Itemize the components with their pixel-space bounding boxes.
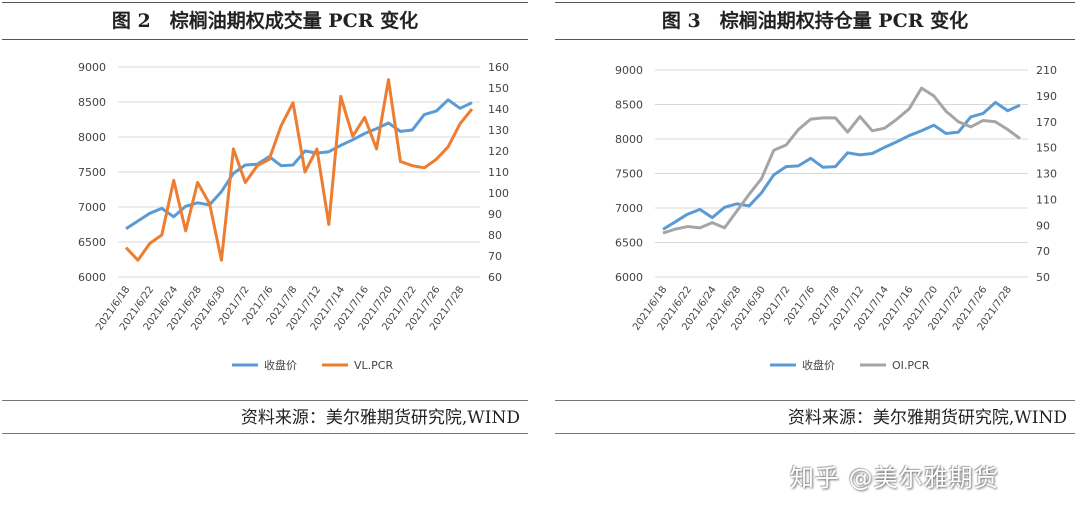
legend-label: 收盘价 — [802, 358, 835, 372]
y-tick-label: 9000 — [78, 61, 106, 74]
series-line-收盘价 — [662, 100, 1021, 231]
y2-tick-label: 170 — [1036, 116, 1057, 129]
y2-tick-label: 130 — [1036, 168, 1057, 181]
legend-label: OI.PCR — [892, 359, 930, 372]
y2-tick-label: 210 — [1036, 64, 1057, 77]
y-tick-label: 6500 — [615, 237, 643, 250]
y2-tick-label: 150 — [1036, 142, 1057, 155]
y2-tick-label: 190 — [1036, 90, 1057, 103]
y2-tick-label: 90 — [488, 208, 502, 221]
chart-panel-vl-pcr: 图 2 棕榈油期权成交量 PCR 变化 6000 6500 7000 7500 8000… — [2, 0, 528, 440]
y2-tick-label: 110 — [1036, 193, 1057, 206]
chart-vl-pcr: 6000 6500 7000 7500 8000 8500 9000 60 70 80 90 100 1… — [78, 61, 509, 372]
y-tick-label: 6000 — [78, 271, 106, 284]
y-tick-label: 7000 — [78, 201, 106, 214]
y2-tick-label: 70 — [488, 250, 502, 263]
y2-tick-label: 70 — [1036, 245, 1050, 258]
y2-tick-label: 90 — [1036, 219, 1050, 232]
source-note: 资料来源：美尔雅期货研究院,WIND — [2, 400, 528, 434]
y2-tick-label: 60 — [488, 271, 502, 284]
y-tick-label: 8500 — [78, 96, 106, 109]
y2-tick-label: 130 — [488, 124, 509, 137]
y2-tick-label: 160 — [488, 61, 509, 74]
legend-label: VL.PCR — [354, 359, 393, 372]
y-tick-label: 9000 — [615, 64, 643, 77]
y-tick-label: 6500 — [78, 236, 106, 249]
y2-tick-label: 150 — [488, 82, 509, 95]
legend-label: 收盘价 — [264, 358, 297, 372]
source-note: 资料来源：美尔雅期货研究院,WIND — [555, 400, 1075, 434]
chart-oi-pcr: 6000 6500 7000 7500 8000 8500 9000 50 70 90 110 130… — [615, 64, 1057, 372]
y2-tick-label: 50 — [1036, 271, 1050, 284]
series-line-VL.PCR — [124, 78, 474, 262]
y2-tick-label: 110 — [488, 166, 509, 179]
chart-panel-oi-pcr: 图 3 棕榈油期权持仓量 PCR 变化 6000 6500 7000 7500 8000… — [555, 0, 1075, 440]
y-tick-label: 7000 — [615, 202, 643, 215]
y-tick-label: 7500 — [615, 168, 643, 181]
y2-tick-label: 140 — [488, 103, 509, 116]
y2-tick-label: 120 — [488, 145, 509, 158]
y-tick-label: 8500 — [615, 99, 643, 112]
chart-title: 图 2 棕榈油期权成交量 PCR 变化 — [2, 2, 528, 40]
watermark: 知乎 @美尔雅期货 — [790, 464, 999, 492]
series-line-OI.PCR — [662, 86, 1021, 235]
y-tick-label: 7500 — [78, 166, 106, 179]
series-line-收盘价 — [125, 98, 473, 230]
y2-tick-label: 80 — [488, 229, 502, 242]
y-tick-label: 6000 — [615, 271, 643, 284]
y2-tick-label: 100 — [488, 187, 509, 200]
y-tick-label: 8000 — [78, 131, 106, 144]
chart-title: 图 3 棕榈油期权持仓量 PCR 变化 — [555, 2, 1075, 40]
y-tick-label: 8000 — [615, 133, 643, 146]
